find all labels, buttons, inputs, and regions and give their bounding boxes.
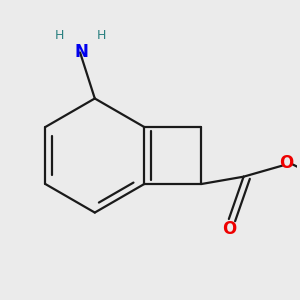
Text: H: H xyxy=(97,29,106,42)
Text: N: N xyxy=(75,44,89,62)
Text: O: O xyxy=(222,220,236,238)
Text: O: O xyxy=(280,154,294,172)
Text: H: H xyxy=(55,29,64,42)
